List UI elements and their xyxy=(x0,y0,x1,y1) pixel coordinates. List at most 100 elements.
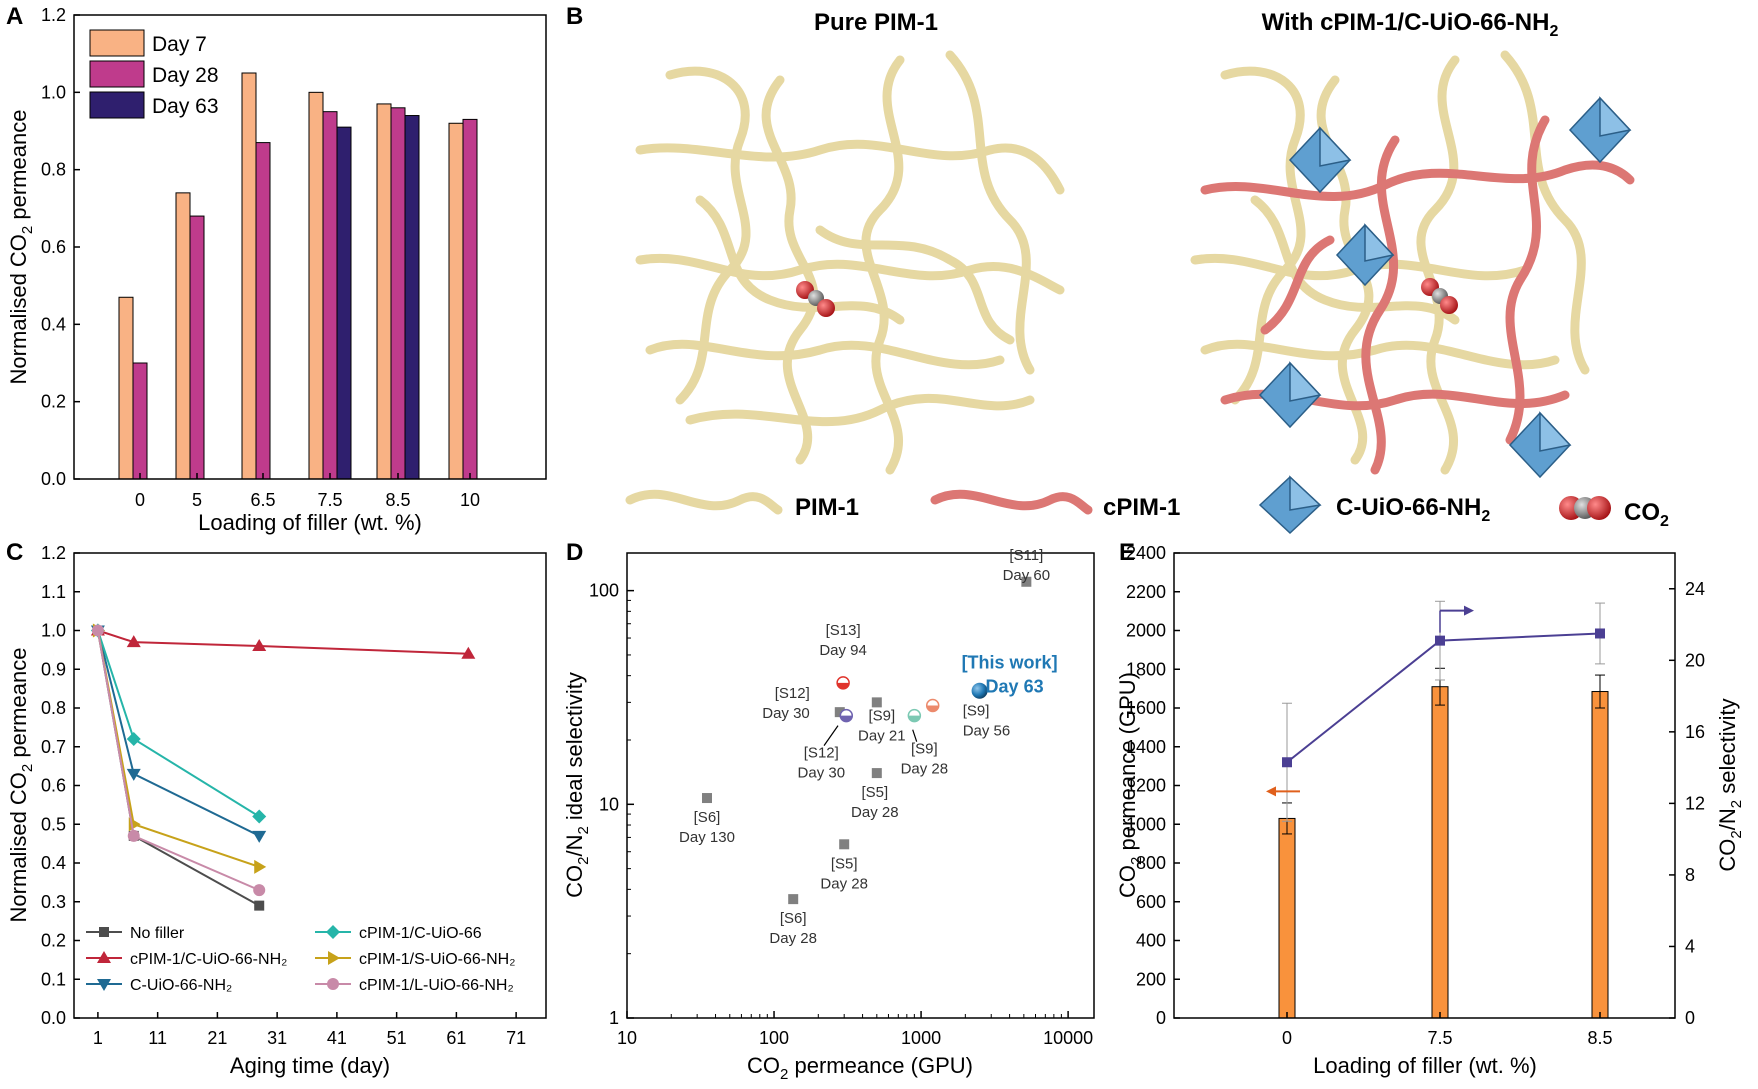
chart-a-xtick-label: 7.5 xyxy=(317,490,342,510)
chart-e-ytick-left-label: 1200 xyxy=(1126,776,1166,796)
chart-c-point xyxy=(126,768,141,781)
chart-a-xtick-label: 0 xyxy=(135,490,145,510)
legend-mof-label-main: C-UiO-66-NH xyxy=(1336,494,1481,521)
chart-c-legend-label: cPIM-1/C-UiO-66 xyxy=(359,925,482,942)
chart-c-legend-marker xyxy=(328,951,340,965)
legend-co2-icon xyxy=(1559,496,1611,520)
chart-a-legend-label: Day 7 xyxy=(152,33,207,56)
chart-d-point xyxy=(701,793,712,804)
chart-a-bar-day-28 xyxy=(255,142,271,480)
chart-c-ytick-label: 0.3 xyxy=(41,892,66,912)
chart-c-point xyxy=(461,646,476,659)
chart-c-xlabel: Aging time (day) xyxy=(230,1053,390,1078)
chart-a-xtick-label: 6.5 xyxy=(250,490,275,510)
chart-e-ytick-left-label: 2400 xyxy=(1126,543,1166,563)
chart-e-bar xyxy=(1278,817,1296,1019)
chart-e-ytick-right-label: 12 xyxy=(1685,793,1705,813)
chart-c-legend-label: cPIM-1/C-UiO-66-NH₂ xyxy=(130,951,287,968)
chart-c-ytick-label: 1.0 xyxy=(41,621,66,641)
chart-c-point xyxy=(253,884,266,897)
chart-d-point-day: Day 21 xyxy=(858,727,906,744)
chart-a: 0.0 0.2 0.4 0.6 0.8 1.0 1.2 0 5 6.5 7.5 8.5 10 Loadi… xyxy=(6,5,547,535)
chart-c-legend-marker xyxy=(97,979,111,991)
chart-e-ylabel-right-a: CO xyxy=(1715,839,1740,872)
chart-d-ytick-label: 10 xyxy=(599,794,619,814)
chart-c-legend-label: C-UiO-66-NH₂ xyxy=(130,977,232,994)
chart-d-ylabel: CO2/N2 ideal selectivity xyxy=(562,672,592,898)
chart-d-point-half xyxy=(840,715,853,722)
legend-mof-label-sub: 2 xyxy=(1481,508,1490,525)
chart-d-point-ref: [This work] xyxy=(962,653,1058,673)
chart-e-xtick-label: 8.5 xyxy=(1587,1028,1612,1048)
chart-d-point xyxy=(907,708,922,723)
legend-cpim1-label: cPIM-1 xyxy=(1103,494,1180,521)
chart-e-ytick-left-label: 0 xyxy=(1156,1008,1166,1028)
pim1-network-left xyxy=(635,50,1065,475)
chart-a-ytick-label: 1.2 xyxy=(41,5,66,25)
chart-c-xtick-label: 1 xyxy=(93,1028,103,1048)
chart-a-legend-label: Day 63 xyxy=(152,95,219,118)
chart-d-point-ref: [S6] xyxy=(780,910,807,927)
chart-c-point xyxy=(126,732,141,746)
chart-c-ytick-label: 1.1 xyxy=(41,582,66,602)
chart-a-bar-day-63 xyxy=(336,126,352,480)
chart-a-xtick-label: 8.5 xyxy=(385,490,410,510)
mof-crystals-right xyxy=(1258,96,1632,479)
chart-d-point-day: Day 30 xyxy=(762,705,810,722)
chart-c-point xyxy=(127,829,140,842)
chart-a-legend-label: Day 28 xyxy=(152,64,219,87)
chart-e-ylabel-right-sub1: 2 xyxy=(1728,830,1745,838)
chart-c-legend-label: No filler xyxy=(130,925,185,942)
chart-d-point xyxy=(839,708,854,723)
legend-pim1-label: PIM-1 xyxy=(795,494,859,521)
chart-d-xlabel-tail: permeance (GPU) xyxy=(788,1053,973,1078)
panel-label-a: A xyxy=(6,3,23,30)
legend-cpim1-line xyxy=(930,489,1093,515)
chart-d-frame xyxy=(626,552,1095,1019)
chart-d-point-ref: [S5] xyxy=(831,855,858,872)
chart-c-xtick-label: 71 xyxy=(506,1028,526,1048)
chart-e-ytick-left-label: 2000 xyxy=(1126,621,1166,641)
co2-molecule-left xyxy=(796,281,835,317)
chart-a-ytick-label: 0.2 xyxy=(41,392,66,412)
chart-d-ylabel-c: ideal selectivity xyxy=(562,672,587,826)
chart-e-ytick-right-label: 24 xyxy=(1685,579,1705,599)
chart-c-xtick-label: 21 xyxy=(207,1028,227,1048)
chart-c-ytick-label: 0.9 xyxy=(41,659,66,679)
chart-d-xtick-label: 10000 xyxy=(1043,1028,1093,1048)
chart-c-legend-marker xyxy=(327,978,339,990)
chart-e-ytick-left-label: 1000 xyxy=(1126,814,1166,834)
chart-e-ytick-right-label: 16 xyxy=(1685,722,1705,742)
chart-c-point xyxy=(254,859,267,874)
chart-d-point xyxy=(839,839,850,850)
chart-e-left-axis-arrowhead xyxy=(1266,786,1276,797)
chart-d-xlabel-sub: 2 xyxy=(780,1066,788,1083)
chart-c-ylabel: Normalised CO2 permeance xyxy=(6,648,36,923)
schematic-title-left: Pure PIM-1 xyxy=(814,9,938,36)
chart-e-ylabel-left-tail: permeance (GPU) xyxy=(1115,672,1140,857)
chart-d-ytick-label: 1 xyxy=(609,1008,619,1028)
chart-e-ylabel-right-b: /N xyxy=(1715,808,1740,830)
legend-mof-label: C-UiO-66-NH2 xyxy=(1336,494,1490,525)
chart-c-ytick-label: 0.7 xyxy=(41,737,66,757)
chart-c-series-line xyxy=(96,630,260,868)
chart-a-ytick-label: 0.0 xyxy=(41,469,66,489)
chart-c-ylabel-sub: 2 xyxy=(19,764,36,772)
chart-d-point-day: Day 30 xyxy=(798,765,846,782)
chart-d-point-ref: [S9] xyxy=(963,703,990,720)
chart-c-ylabel-tail: permeance xyxy=(6,648,31,764)
chart-d-point xyxy=(871,768,882,779)
chart-e-ytick-left-label: 1800 xyxy=(1126,659,1166,679)
legend-co2-label-sub: 2 xyxy=(1660,513,1669,530)
chart-d-point-half xyxy=(908,715,921,722)
chart-d-point xyxy=(925,698,940,713)
chart-d-point-day: Day 60 xyxy=(1003,567,1051,584)
chart-e-ylabel-left: CO2 permeance (GPU) xyxy=(1115,672,1145,898)
chart-e-ytick-left-label: 1400 xyxy=(1126,737,1166,757)
panel-label-e: E xyxy=(1119,539,1135,566)
chart-d-ylabel-sub1: 2 xyxy=(575,857,592,865)
chart-e-ytick-right-label: 20 xyxy=(1685,650,1705,670)
chart-a-legend-swatch xyxy=(89,91,145,119)
